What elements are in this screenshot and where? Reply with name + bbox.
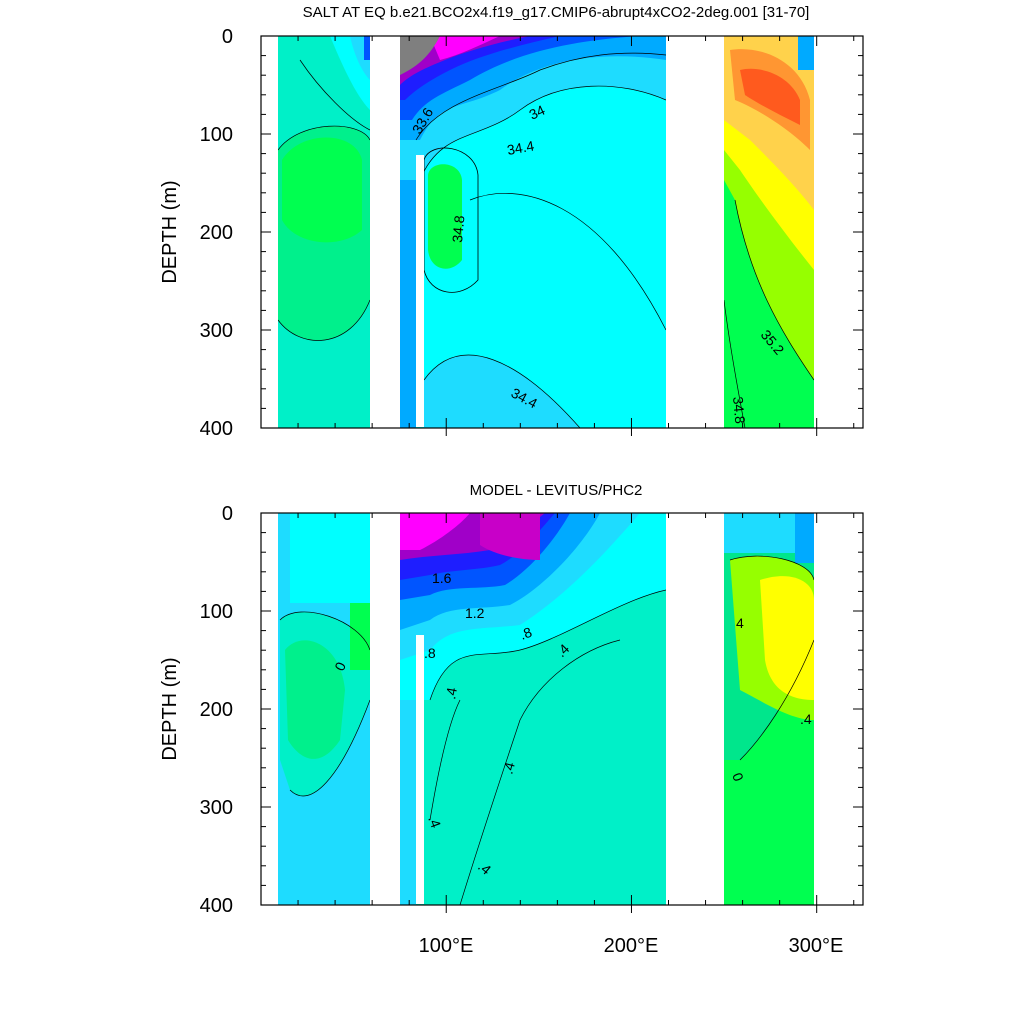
bottom-west-neg-surface bbox=[290, 513, 370, 603]
bottom-y-axis-ticks bbox=[261, 512, 863, 906]
bottom-contour-label-7: .4 bbox=[442, 686, 460, 700]
top-contour-line-3 bbox=[277, 299, 371, 341]
bottom-west-pos-stripe bbox=[350, 590, 370, 670]
top-contour-label-3: 34.4 bbox=[506, 137, 536, 158]
bottom-y-tick-400: 400 bbox=[200, 895, 233, 917]
bottom-contour-label-3: .8 bbox=[518, 624, 535, 643]
bottom-panel: MODEL - LEVITUS/PHC2 bbox=[159, 482, 864, 957]
top-contour-line-7 bbox=[423, 354, 581, 428]
bottom-contour-line-1 bbox=[279, 611, 371, 651]
bottom-land-america bbox=[666, 514, 724, 904]
top-y-tick-300: 300 bbox=[200, 320, 233, 342]
bottom-x-tick-200E: 200°E bbox=[604, 935, 659, 957]
top-land-mask bbox=[262, 37, 862, 427]
top-y-axis-ticks bbox=[261, 35, 863, 429]
bottom-x-tick-300E: 300°E bbox=[789, 935, 844, 957]
top-y-tick-400: 400 bbox=[200, 418, 233, 440]
top-panel: SALT AT EQ b.e21.BCO2x4.f19_g17.CMIP6-ab… bbox=[159, 4, 864, 440]
bottom-land-mask bbox=[262, 514, 862, 904]
top-panel-title: SALT AT EQ b.e21.BCO2x4.f19_g17.CMIP6-ab… bbox=[303, 4, 810, 21]
top-contour-lines bbox=[277, 52, 815, 428]
top-y-tick-labels: 0 100 200 300 400 bbox=[200, 26, 233, 440]
bottom-contour-label-9: .4 bbox=[425, 814, 444, 831]
bottom-x-axis-ticks bbox=[260, 513, 855, 913]
top-land-america bbox=[666, 37, 724, 427]
top-pacific-subsurface-max bbox=[428, 164, 462, 269]
bottom-west-pos-region bbox=[285, 640, 345, 759]
bottom-y-tick-100: 100 bbox=[200, 601, 233, 623]
top-contour-line-5 bbox=[415, 52, 667, 141]
top-x-axis-ticks bbox=[260, 36, 855, 436]
top-east-surface-anomaly bbox=[798, 36, 814, 70]
top-contour-line-6 bbox=[469, 193, 667, 331]
bottom-contour-label-5: .8 bbox=[424, 645, 436, 661]
bottom-contour-lines bbox=[279, 555, 815, 905]
top-contour-label-2: 34 bbox=[527, 102, 548, 123]
bottom-y-tick-200: 200 bbox=[200, 699, 233, 721]
top-west-max bbox=[282, 137, 362, 243]
top-y-tick-0: 0 bbox=[222, 26, 233, 48]
bottom-y-tick-300: 300 bbox=[200, 797, 233, 819]
top-contour-label-4: 34.8 bbox=[449, 215, 467, 244]
top-west-fresh-3 bbox=[364, 36, 370, 60]
top-east-hot-spot bbox=[740, 68, 800, 125]
top-pacific-deep-lower bbox=[424, 355, 580, 428]
top-contour-line-9 bbox=[723, 299, 746, 428]
bottom-y-axis-label: DEPTH (m) bbox=[159, 657, 181, 760]
bottom-contour-line-3 bbox=[429, 589, 667, 701]
bottom-east-neg-corner bbox=[795, 513, 814, 563]
bottom-contour-line-5 bbox=[429, 699, 461, 821]
bottom-contour-label-13: .4 bbox=[800, 711, 812, 727]
bottom-land-sumatra bbox=[416, 635, 424, 904]
top-pacific-fresh-band-6 bbox=[430, 36, 500, 60]
top-y-tick-100: 100 bbox=[200, 124, 233, 146]
bottom-panel-title: MODEL - LEVITUS/PHC2 bbox=[470, 482, 643, 499]
bottom-pacific-neg-band-8 bbox=[480, 513, 540, 560]
bottom-x-tick-100E: 100°E bbox=[419, 935, 474, 957]
top-pacific-fresh-band-7 bbox=[400, 36, 440, 75]
bottom-contour-line-6 bbox=[739, 639, 815, 761]
bottom-land-africa bbox=[370, 514, 400, 904]
bottom-east-yellow bbox=[760, 576, 814, 700]
bottom-contour-label-1: 1.6 bbox=[432, 570, 452, 586]
top-land-sumatra bbox=[416, 155, 424, 427]
bottom-contour-label-2: 1.2 bbox=[465, 605, 485, 621]
bottom-contour-label-8: .4 bbox=[499, 760, 518, 776]
bottom-pacific-neg-band-7 bbox=[400, 513, 470, 550]
bottom-contour-line-7 bbox=[729, 555, 815, 581]
top-land-africa bbox=[370, 37, 400, 427]
bottom-y-tick-labels: 0 100 200 300 400 bbox=[200, 503, 233, 917]
bottom-heatmap-field bbox=[278, 513, 814, 905]
bottom-contour-line-4 bbox=[459, 639, 621, 905]
top-contour-line-2 bbox=[277, 125, 371, 151]
top-indian-strip bbox=[400, 120, 416, 428]
top-heatmap-field bbox=[278, 36, 814, 428]
bottom-contour-label-11: 4 bbox=[736, 615, 744, 631]
bottom-x-tick-labels: 100°E 200°E 300°E bbox=[419, 935, 844, 957]
bottom-y-tick-0: 0 bbox=[222, 503, 233, 525]
top-contour-line-8 bbox=[734, 199, 815, 381]
top-contour-label-7: 34.8 bbox=[730, 396, 748, 425]
top-y-axis-label: DEPTH (m) bbox=[159, 180, 181, 283]
bottom-contour-line-2 bbox=[289, 699, 371, 797]
top-contour-line-1 bbox=[299, 59, 371, 131]
top-contour-line-4 bbox=[419, 85, 667, 181]
top-pacific-subsurface-ring bbox=[423, 147, 479, 293]
top-y-tick-200: 200 bbox=[200, 222, 233, 244]
